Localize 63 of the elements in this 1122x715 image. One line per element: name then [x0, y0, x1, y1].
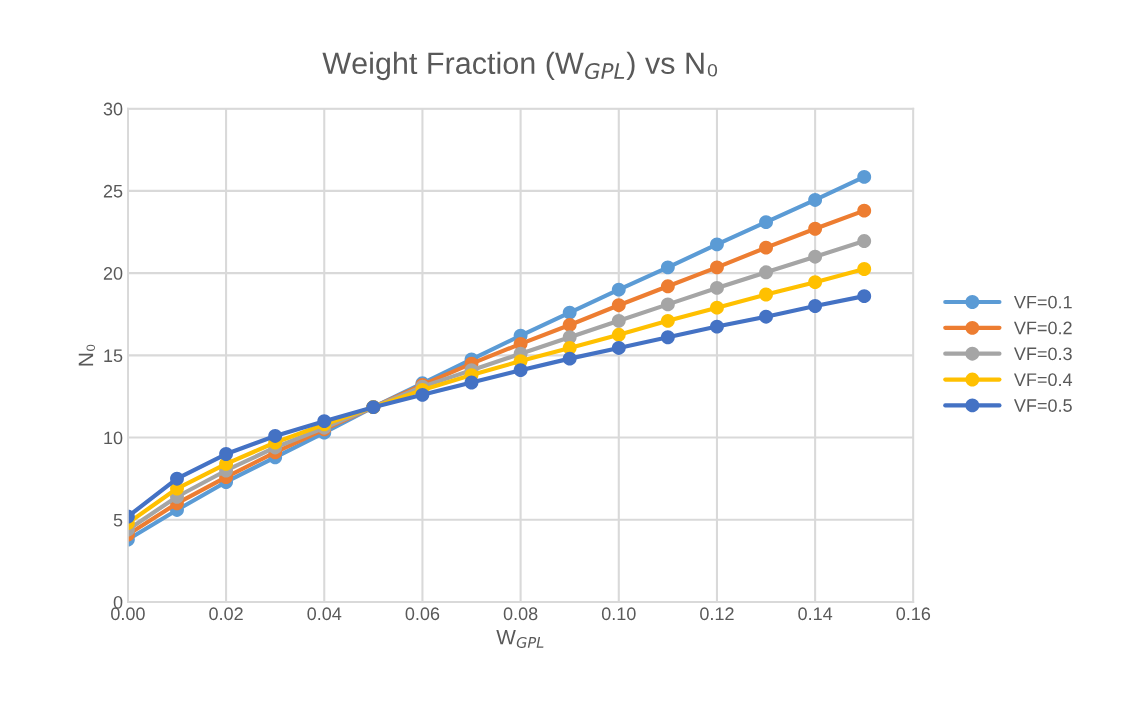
legend-label: VF=0.5: [1013, 399, 1072, 412]
point: [513, 363, 528, 378]
x-tick-label: 0.06: [405, 607, 440, 621]
y-tick-label: 30: [103, 102, 123, 116]
point: [808, 275, 823, 290]
legend-label: VF=0.4: [1013, 373, 1073, 387]
x-tick-label: 0.10: [601, 607, 636, 621]
point: [611, 298, 626, 313]
point: [759, 240, 773, 255]
x-tick-label: 0.08: [503, 607, 538, 621]
point: [219, 447, 234, 461]
point: [611, 327, 626, 342]
y-tick-label: 10: [104, 431, 123, 445]
y-tick-label: 15: [104, 349, 123, 363]
point: [759, 287, 773, 302]
x-tick-label: 0.02: [209, 607, 243, 621]
point: [759, 265, 773, 280]
point: [562, 305, 577, 320]
y-tick-label: 0: [113, 595, 123, 609]
legend-label: VF=0.2: [1013, 321, 1072, 335]
point: [808, 193, 823, 207]
x-tick-label: 0.00: [111, 607, 145, 621]
point: [170, 471, 184, 486]
point: [710, 319, 724, 334]
point: [660, 297, 675, 312]
point: [268, 428, 283, 443]
y-tick-label: 5: [113, 513, 123, 527]
point: [857, 203, 872, 218]
x-tick-label: 0.04: [307, 607, 342, 621]
x-axis-title: W$_{GPL}$: [496, 630, 544, 648]
legend-label: VF=0.3: [1013, 347, 1072, 361]
point: [660, 330, 675, 345]
legend-label: VF=0.1: [1013, 295, 1072, 309]
point: [759, 309, 773, 324]
point: [857, 289, 872, 304]
point: [857, 234, 872, 249]
point: [808, 221, 823, 236]
point: [562, 317, 577, 332]
point: [808, 249, 823, 264]
point: [710, 280, 724, 295]
point: [464, 375, 479, 390]
point: [660, 313, 675, 328]
point: [660, 260, 675, 275]
y-axis-title: N₀: [78, 344, 95, 366]
y-tick-label: 20: [103, 267, 123, 280]
point: [710, 237, 724, 252]
chart-title: Weight Fraction (W$_{GPL}$) vs N₀: [322, 51, 718, 81]
x-tick-label: 0.16: [896, 607, 931, 621]
y-tick-label: 25: [103, 184, 123, 198]
x-tick-label: 0.14: [798, 607, 833, 621]
point: [611, 282, 626, 297]
point: [562, 351, 577, 366]
point: [415, 387, 430, 402]
point: [710, 260, 724, 275]
point: [857, 169, 872, 184]
point: [611, 341, 626, 355]
point: [759, 215, 773, 230]
point: [611, 313, 626, 328]
point: [660, 279, 675, 294]
point: [857, 262, 872, 276]
x-tick-label: 0.12: [700, 607, 734, 621]
point: [808, 299, 823, 313]
point: [710, 300, 724, 315]
